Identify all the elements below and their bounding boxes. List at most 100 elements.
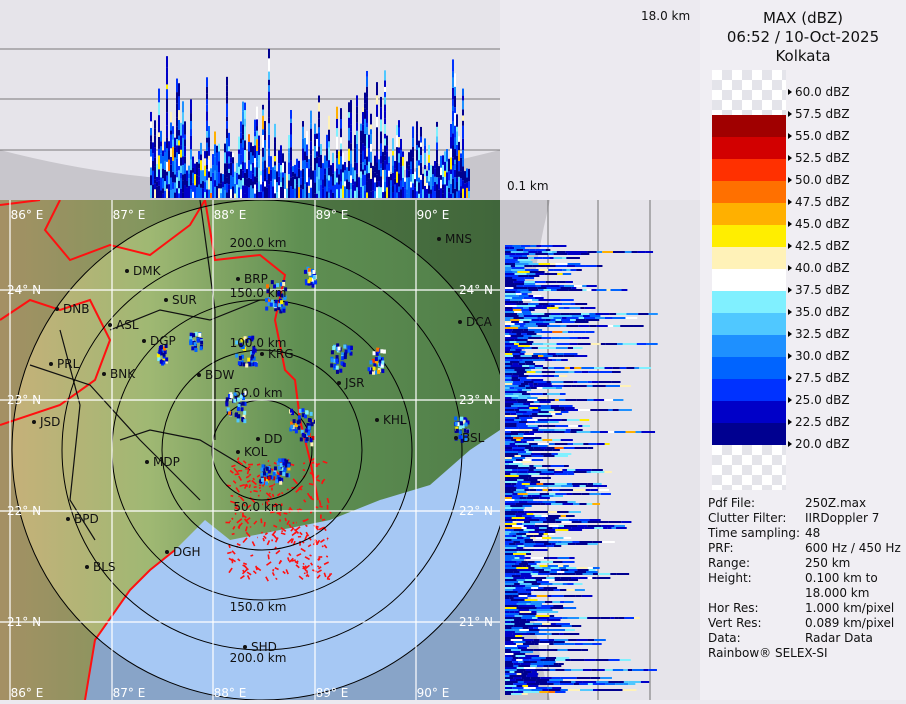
profile-bar — [190, 149, 192, 159]
profile-bar — [588, 577, 593, 579]
profile-bar — [541, 353, 547, 355]
profile-bar — [244, 186, 246, 194]
profile-bar — [452, 88, 454, 100]
profile-bar — [364, 104, 366, 108]
profile-bar — [418, 178, 420, 183]
profile-bar — [524, 285, 536, 287]
profile-bar — [454, 73, 456, 86]
profile-bar — [348, 149, 350, 161]
profile-bar — [228, 184, 230, 189]
profile-bar — [164, 161, 166, 170]
profile-bar — [198, 176, 200, 184]
profile-bar — [580, 483, 588, 485]
profile-bar — [604, 399, 613, 401]
profile-bar — [540, 493, 549, 495]
river-border — [231, 496, 234, 497]
profile-bar — [505, 485, 514, 487]
city-marker — [85, 565, 89, 569]
profile-bar — [358, 190, 360, 198]
profile-bar — [512, 457, 525, 459]
profile-bar — [539, 319, 546, 321]
profile-bar — [577, 569, 588, 571]
profile-bar — [505, 563, 515, 565]
profile-bar — [517, 673, 522, 675]
profile-bar — [517, 537, 524, 539]
profile-bar — [579, 519, 590, 521]
profile-bar — [613, 669, 624, 671]
profile-bar — [512, 539, 525, 541]
profile-bar — [613, 367, 620, 369]
profile-bar — [170, 177, 172, 189]
profile-bar — [563, 471, 574, 473]
profile-bar — [408, 166, 410, 171]
profile-bar — [505, 449, 512, 451]
radar-echo — [230, 394, 233, 398]
profile-bar — [549, 493, 555, 495]
profile-bar — [505, 453, 518, 455]
profile-bar — [569, 557, 574, 559]
profile-bar — [523, 435, 535, 437]
radar-echo — [278, 458, 281, 462]
profile-bar — [556, 543, 568, 545]
profile-bar — [160, 154, 162, 164]
profile-bar — [178, 96, 180, 110]
profile-bar — [505, 395, 518, 397]
profile-bar — [561, 315, 572, 317]
lat-label-left: 23° N — [7, 393, 41, 407]
profile-bar — [352, 185, 354, 198]
city-marker — [243, 645, 247, 649]
profile-bar — [326, 161, 328, 168]
profile-bar — [607, 527, 611, 529]
profile-bar — [516, 341, 526, 343]
profile-bar — [226, 104, 228, 117]
profile-bar — [538, 571, 549, 573]
profile-bar — [290, 186, 292, 198]
profile-bar — [527, 513, 534, 515]
profile-bar — [174, 162, 176, 175]
profile-bar — [454, 113, 456, 126]
profile-bar — [462, 139, 464, 150]
profile-bar — [526, 497, 539, 499]
city-label: BDW — [205, 368, 234, 382]
profile-bar — [523, 251, 528, 253]
profile-bar — [526, 669, 535, 671]
info-key: Data: — [708, 631, 805, 646]
profile-bar — [529, 627, 533, 629]
profile-bar — [563, 561, 575, 563]
profile-bar — [547, 681, 560, 683]
profile-bar — [528, 303, 539, 305]
profile-bar — [543, 455, 554, 457]
legend-swatch — [712, 335, 786, 357]
profile-bar — [568, 425, 578, 427]
profile-bar — [569, 511, 581, 513]
profile-bar — [170, 148, 172, 157]
profile-bar — [404, 182, 406, 189]
profile-bar — [553, 629, 566, 631]
profile-bar — [368, 135, 370, 149]
radar-echo — [369, 360, 372, 364]
river-border — [322, 519, 325, 520]
profile-bar — [532, 299, 538, 301]
lat-label-left: 22° N — [7, 504, 41, 518]
profile-bar — [587, 617, 594, 619]
profile-bar — [534, 271, 545, 273]
profile-bar — [517, 481, 530, 483]
profile-bar — [552, 633, 560, 635]
profile-bar — [306, 162, 308, 168]
profile-bar — [579, 541, 592, 543]
profile-bar — [344, 170, 346, 181]
profile-bar — [518, 345, 530, 347]
profile-bar — [522, 677, 531, 679]
profile-bar — [548, 529, 555, 531]
radar-echo — [191, 346, 194, 350]
profile-bar — [516, 413, 522, 415]
profile-bar — [551, 285, 560, 287]
radar-echo — [189, 341, 192, 345]
profile-bar — [517, 285, 524, 287]
profile-bar — [600, 617, 610, 619]
profile-bar — [302, 139, 304, 148]
river-border — [249, 474, 251, 475]
product-title: MAX (dBZ) — [700, 8, 906, 28]
profile-bar — [519, 557, 525, 559]
